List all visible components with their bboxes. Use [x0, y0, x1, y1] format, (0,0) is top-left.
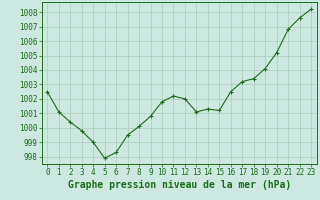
- X-axis label: Graphe pression niveau de la mer (hPa): Graphe pression niveau de la mer (hPa): [68, 180, 291, 190]
